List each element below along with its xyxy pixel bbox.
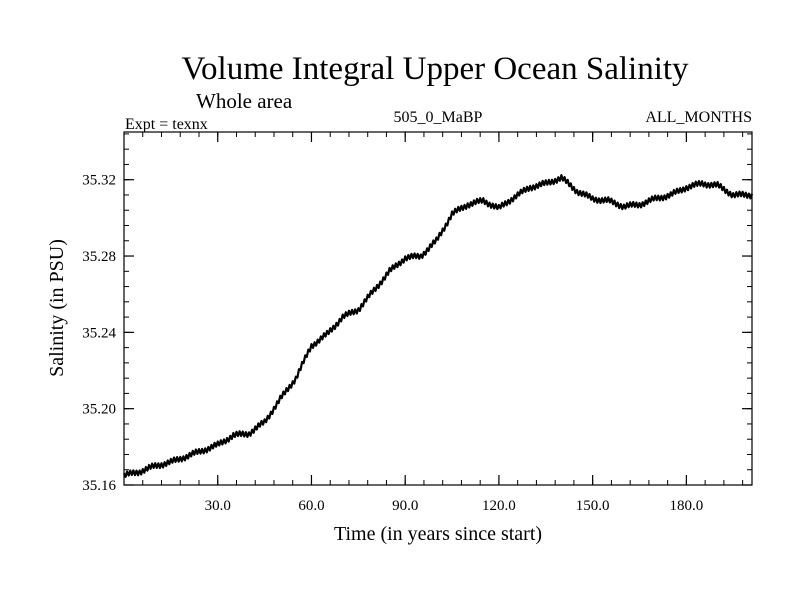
y-axis-label: Salinity (in PSU)	[46, 239, 68, 377]
plot-frame	[123, 131, 753, 486]
salinity-series-line	[122, 174, 754, 478]
run-label: 505_0_MaBP	[394, 109, 483, 126]
y-tick-label: 35.32	[82, 173, 116, 189]
x-tick-label: 120.0	[482, 498, 516, 514]
tick-labels: 30.0 60.0 90.0 120.0 150.0 180.0 35.16 35.20 35.…	[82, 173, 703, 514]
minor-ticks	[124, 132, 752, 485]
x-tick-label: 150.0	[576, 498, 610, 514]
x-axis-label: Time (in years since start)	[334, 523, 542, 545]
y-tick-label: 35.28	[82, 249, 116, 265]
experiment-label: Expt = texnx	[125, 116, 208, 133]
y-tick-label: 35.20	[82, 402, 116, 418]
x-tick-label: 60.0	[298, 498, 324, 514]
chart-subtitle: Whole area	[196, 89, 293, 113]
x-tick-label: 180.0	[670, 498, 704, 514]
y-tick-label: 35.16	[82, 478, 116, 494]
major-ticks	[124, 132, 752, 486]
chart-title: Volume Integral Upper Ocean Salinity	[181, 51, 689, 87]
x-tick-label: 30.0	[205, 498, 231, 514]
period-label: ALL_MONTHS	[645, 109, 752, 126]
y-tick-label: 35.24	[82, 325, 116, 341]
x-tick-label: 90.0	[392, 498, 418, 514]
